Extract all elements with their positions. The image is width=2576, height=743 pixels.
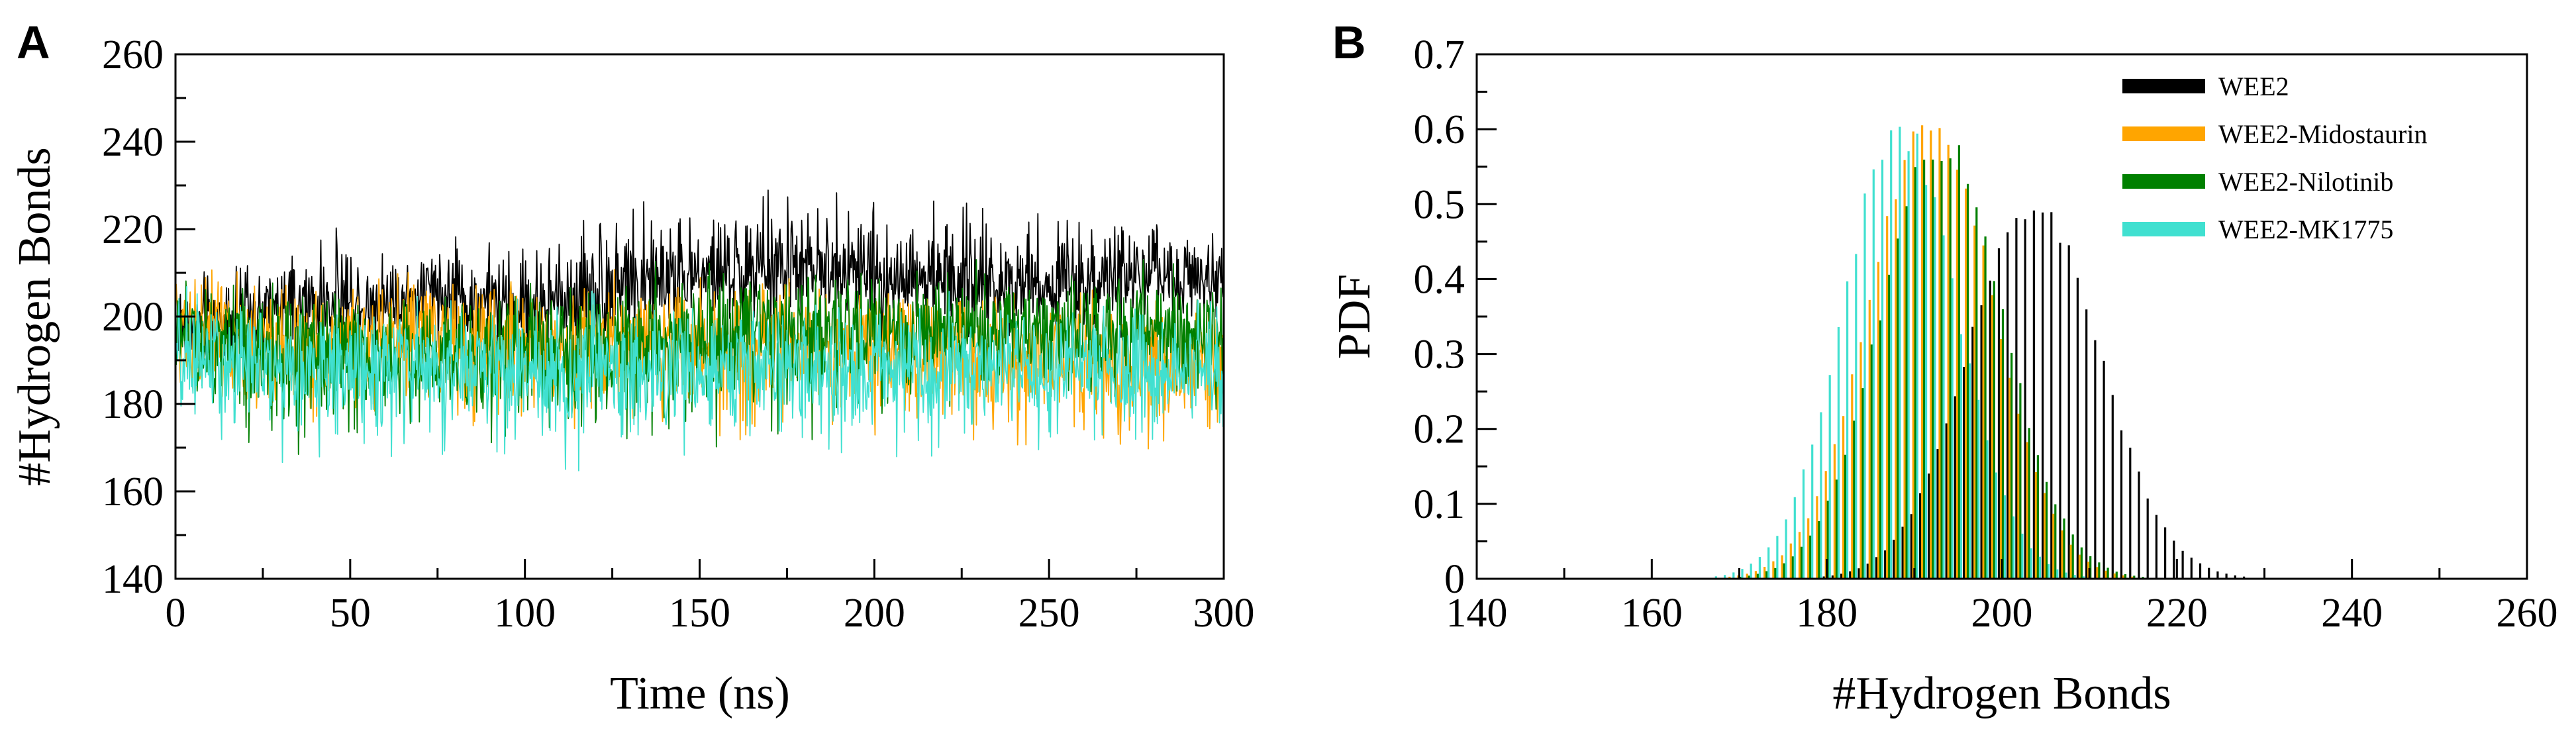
panel-b-y-tick-label: 0.1 <box>1414 482 1465 527</box>
panel-b-series <box>1714 125 2246 579</box>
panel-b-legend: WEE2 WEE2-Midostaurin WEE2-Nilotinib WEE2-M… <box>2122 72 2428 244</box>
panel-a-x-tick-label: 250 <box>1018 591 1080 636</box>
panel-b-x-tick-label: 260 <box>2497 591 2558 636</box>
panel-a-x-tick-label: 100 <box>494 591 556 636</box>
panel-b-y-tick-label: 0.6 <box>1414 107 1465 152</box>
panel-a-axes: 0 50 100 150 200 250 300 140 160 180 200 220 240 260 <box>102 32 1255 636</box>
panel-a-x-tick-label: 150 <box>669 591 730 636</box>
panel-b-y-tick-label: 0.5 <box>1414 182 1465 227</box>
panel-a-x-tick-label: 50 <box>330 591 371 636</box>
panel-a-x-tick-label: 0 <box>166 591 186 636</box>
panel-b-x-tick-label: 220 <box>2146 591 2208 636</box>
legend-label: WEE2 <box>2218 72 2289 101</box>
panel-a-series <box>175 189 1224 471</box>
panel-b-x-tick-label: 240 <box>2321 591 2383 636</box>
panel-b-x-tick-label: 200 <box>1971 591 2033 636</box>
panel-b: B 140 160 180 200 220 240 260 0 0.1 0.2 0.3 0.4 0.5 0… <box>1329 17 2558 719</box>
panel-b-x-tick-label: 140 <box>1446 591 1508 636</box>
panel-b-series-bars <box>1714 126 2085 579</box>
panel-a-series-line <box>175 286 1224 471</box>
panel-a-y-tick-label: 180 <box>102 382 164 427</box>
legend-label: WEE2-Nilotinib <box>2218 167 2393 197</box>
panel-b-series-bars <box>1822 210 2246 579</box>
panel-a-y-tick-label: 220 <box>102 207 164 252</box>
panel-a-y-tick-label: 200 <box>102 295 164 340</box>
panel-b-y-tick-label: 0.2 <box>1414 407 1465 452</box>
panel-a-series-line <box>175 189 1224 367</box>
panel-a-y-tick-label: 140 <box>102 557 164 602</box>
panel-b-series-bars <box>1728 125 2134 579</box>
panel-a-y-axis-title: #Hydrogen Bonds <box>9 147 60 485</box>
panel-letter-b: B <box>1332 17 1366 68</box>
panel-a-x-tick-label: 200 <box>844 591 905 636</box>
panel-b-x-tick-label: 160 <box>1621 591 1683 636</box>
panel-letter-a: A <box>17 17 50 68</box>
panel-a-y-tick-label: 160 <box>102 470 164 515</box>
panel-b-y-axis-title: PDF <box>1329 274 1380 359</box>
panel-a-y-tick-label: 240 <box>102 120 164 165</box>
panel-b-x-tick-label: 180 <box>1796 591 1858 636</box>
panel-b-y-tick-label: 0.4 <box>1414 257 1465 302</box>
panel-b-y-tick-label: 0.7 <box>1414 32 1465 77</box>
panel-b-y-tick-label: 0 <box>1444 557 1465 602</box>
legend-label: WEE2-Midostaurin <box>2218 119 2428 149</box>
panel-a-y-tick-label: 260 <box>102 32 164 77</box>
legend-label: WEE2-MK1775 <box>2218 215 2393 244</box>
panel-b-axes: 140 160 180 200 220 240 260 0 0.1 0.2 0.3 0.4 0.5 0.6… <box>1414 32 2558 636</box>
panel-b-series-bars <box>1739 145 2144 579</box>
panel-b-x-axis-title: #Hydrogen Bonds <box>1832 668 2171 719</box>
panel-a: A 0 50 100 150 200 250 300 140 160 180 200 220 240 26… <box>9 17 1255 719</box>
panel-b-y-tick-label: 0.3 <box>1414 332 1465 377</box>
panel-a-x-axis-title: Time (ns) <box>610 668 790 719</box>
panel-a-x-tick-label: 300 <box>1193 591 1255 636</box>
